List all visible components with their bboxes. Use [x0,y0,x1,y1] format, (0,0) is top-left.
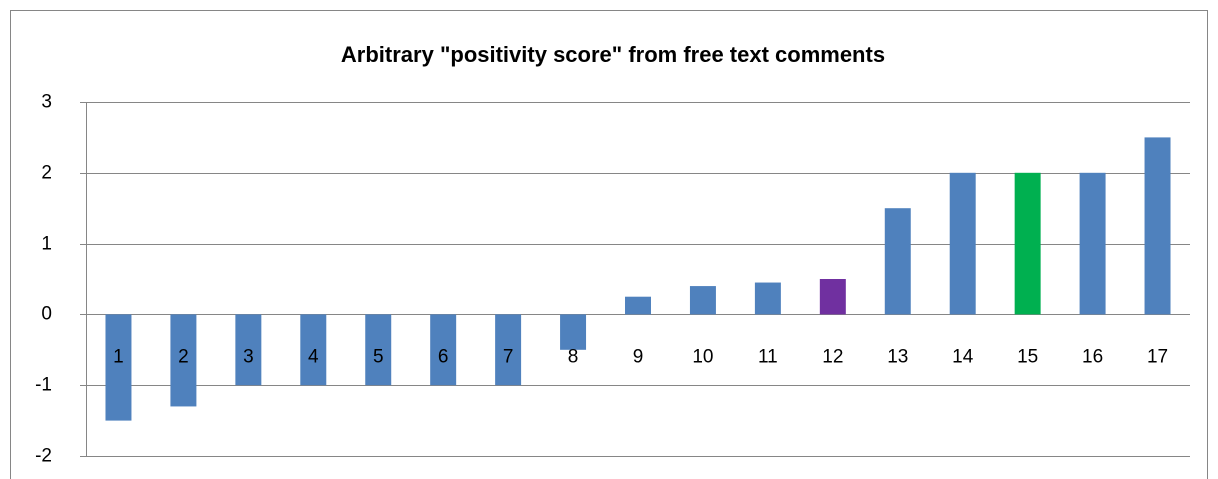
x-tick-label: 4 [308,346,319,367]
x-tick-label: 7 [503,346,514,367]
x-tick-label: 10 [692,346,713,367]
bar [1144,137,1171,315]
bar [689,286,716,315]
x-tick-label: 12 [822,346,843,367]
y-tick-label: -1 [35,375,52,396]
x-tick-label: 14 [952,346,974,367]
x-tick-label: 15 [1017,346,1038,367]
chart-title: Arbitrary "positivity score" from free t… [341,42,885,67]
bar [819,279,846,315]
bar [430,314,457,386]
bar [625,296,651,315]
bar [300,314,327,386]
bar [235,314,262,386]
bar [1079,172,1106,315]
bar [754,282,781,315]
y-tick-label: 2 [41,163,52,184]
x-tick-label: 1 [113,346,124,367]
x-tick-label: 6 [438,346,449,367]
x-tick-label: 9 [633,346,644,367]
x-tick-label: 16 [1082,346,1103,367]
x-tick-label: 5 [373,346,384,367]
bar [949,172,976,315]
x-tick-label: 2 [178,346,189,367]
bar [105,314,132,421]
bar [170,314,197,407]
bar [560,314,587,350]
bar [1014,172,1041,315]
y-tick-label: 1 [41,234,52,255]
bar [884,208,911,315]
y-tick-label: 3 [41,92,52,113]
y-tick-label: -2 [35,446,52,467]
x-tick-label: 11 [758,346,778,367]
x-tick-label: 17 [1147,346,1168,367]
x-tick-label: 13 [887,346,908,367]
y-tick-label: 0 [41,304,52,325]
bar [365,314,392,386]
bar [495,314,522,386]
x-tick-label: 3 [243,346,254,367]
x-tick-label: 8 [568,346,579,367]
